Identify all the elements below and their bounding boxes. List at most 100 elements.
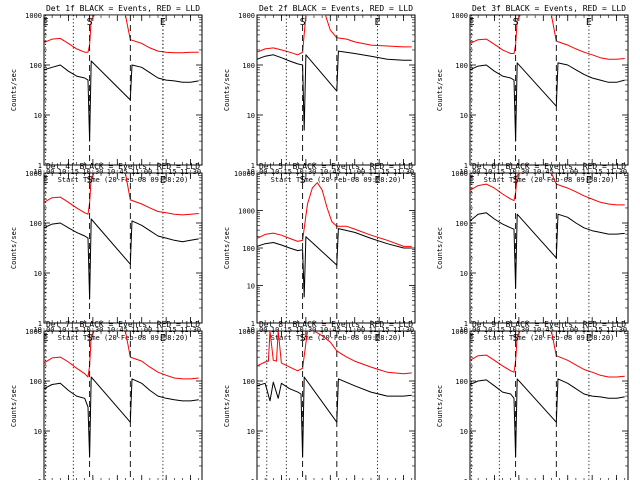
time-marker-label: E [160,17,166,28]
events-series-line [44,376,199,458]
x-tick-label: 10:30 [295,168,316,176]
x-tick-label: 11:00 [344,168,365,176]
panel-7: Det 7f BLACK = Events, RED = LLD 1 10 100 10… [10,320,203,480]
y-tick-label: 1 [251,320,255,328]
x-tick-label: 10:45 [320,168,341,176]
y-axis: 1 10 100 1000 [451,12,628,170]
x-tick-label: 10:00 [246,326,267,334]
time-marker-label: S [300,175,306,186]
x-tick-label: 10:45 [533,168,554,176]
y-tick-label: 1 [464,162,468,170]
y-tick-label: 1000 [451,328,468,336]
events-series-line [44,60,199,142]
plot-frame [43,14,203,166]
lld-series-line [470,331,625,378]
y-tick-label: 100 [29,62,42,70]
y-tick-label: 1000 [25,12,42,20]
y-axis-label: Counts/sec [436,227,444,269]
y-axis-label: Counts/sec [223,385,231,427]
time-marker-label: S [513,333,519,344]
panel-1: Det 1f BLACK = Events, RED = LLD11010010… [10,4,203,184]
lld-series-line [257,15,412,56]
y-tick-label: 10 [460,112,468,120]
panel-title: Det 3f BLACK = Events, RED = LLD [472,4,626,13]
x-tick-label: 10:15 [484,168,505,176]
panel-2: Det 2f BLACK = Events, RED = LLD11010010… [223,4,416,184]
y-tick-label: 1 [38,320,42,328]
lld-series-line [470,173,625,206]
y-tick-label: 10 [34,428,42,436]
time-marker-label: E [375,175,381,186]
x-tick-label: 11:30 [393,168,414,176]
panel-title: Det 4f BLACK = Events, RED = LLD [46,162,200,171]
plot-frame [256,330,416,480]
y-tick-label: 1 [464,478,468,480]
plot-frame [256,14,416,166]
y-tick-label: 1000 [451,170,468,178]
x-tick-label: 10:15 [58,326,79,334]
plot-area [257,331,412,480]
y-tick-label: 10 [34,270,42,278]
time-marker-label: S [513,175,519,186]
y-tick-label: 100 [455,378,468,386]
panel-title: Det 5f BLACK = Events, RED = LLD [259,162,413,171]
y-tick-label: 1000 [238,12,255,20]
lld-series-line [257,182,412,247]
x-tick-label: 11:15 [582,326,603,334]
x-tick-label: 11:15 [369,168,390,176]
x-tick-label: 10:00 [459,326,480,334]
lld-series-line [44,173,199,216]
y-tick-label: 100 [455,220,468,228]
x-tick-label: 11:15 [369,326,390,334]
panel-3: Det 3f BLACK = Events, RED = LLD11010010… [436,4,629,184]
y-tick-label: 1 [38,162,42,170]
panel-title: Det 7f BLACK = Events, RED = LLD [46,320,200,329]
x-tick-label: 10:30 [508,326,529,334]
plot-frame [469,172,629,324]
panel-title: Det 8f BLACK = Events, RED = LLD [259,320,413,329]
y-tick-label: 100 [29,220,42,228]
x-tick-label: 11:30 [606,168,627,176]
plot-frame [469,330,629,480]
time-marker-label: S [87,17,93,28]
x-axis-label: Start Time (20-Feb-08 09:58:20) [271,334,402,342]
time-marker-label: E [469,175,475,186]
y-tick-label: 1 [251,478,255,480]
y-tick-label: 1000 [238,208,255,216]
x-tick-label: 10:00 [33,326,54,334]
x-axis-label: Start Time (20-Feb-08 09:58:20) [484,176,615,184]
y-axis: 1 10 100 1000 10000 [234,170,415,328]
x-tick-label: 10:30 [82,168,103,176]
events-series-line [44,218,199,300]
x-tick-label: 10:45 [533,326,554,334]
y-tick-label: 1 [251,162,255,170]
y-tick-label: 100 [242,245,255,253]
time-marker-label: S [513,17,519,28]
lld-series-line [257,331,412,375]
y-tick-label: 1000 [25,328,42,336]
x-tick-label: 10:15 [271,326,292,334]
plot-area [470,331,625,480]
plot-area [257,173,412,323]
plot-area [44,15,199,165]
x-tick-label: 11:15 [156,326,177,334]
plot-frame [256,172,416,324]
x-tick-label: 11:30 [393,326,414,334]
y-axis: 1 10 100 1000 [25,12,202,170]
x-tick-label: 10:00 [33,168,54,176]
time-marker-label: S [300,333,306,344]
x-tick-label: 10:30 [295,326,316,334]
time-marker-label: E [469,17,475,28]
x-tick-label: 10:45 [107,326,128,334]
panel-title: Det 6f BLACK = Events, RED = LLD [472,162,626,171]
plot-frame [469,14,629,166]
y-tick-label: 10 [460,428,468,436]
plot-area [44,173,199,323]
time-marker-label: E [43,175,49,186]
y-tick-label: 100 [29,378,42,386]
x-tick-label: 10:15 [271,168,292,176]
y-axis: 1 10 100 1000 [451,170,628,328]
